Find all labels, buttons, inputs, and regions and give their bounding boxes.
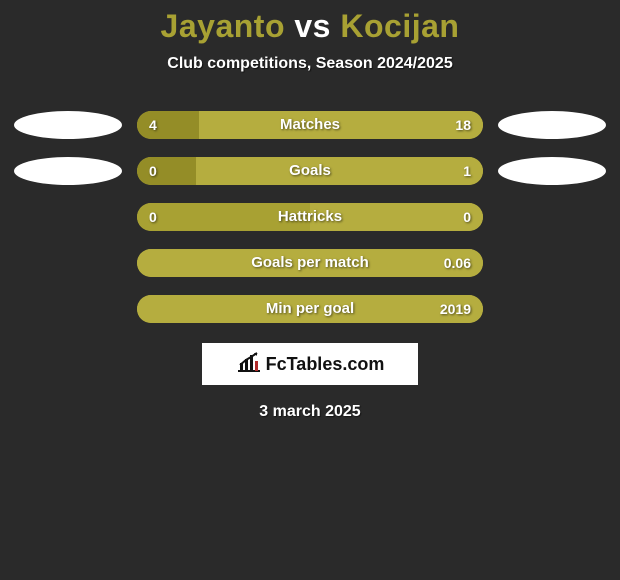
stat-label: Hattricks — [137, 203, 483, 231]
player1-badge — [14, 157, 122, 185]
stat-row: 01Goals — [10, 157, 610, 185]
subtitle: Club competitions, Season 2024/2025 — [0, 55, 620, 73]
stat-row: 0.06Goals per match — [10, 249, 610, 277]
player2-badge — [498, 111, 606, 139]
stat-row: 2019Min per goal — [10, 295, 610, 323]
title-player2: Kocijan — [340, 8, 459, 44]
page-title: Jayanto vs Kocijan — [0, 8, 620, 45]
stat-bar: 418Matches — [137, 111, 483, 139]
stats-list: 418Matches 01Goals 00Hattricks 0.06Goals pe… — [0, 111, 620, 323]
bar-chart-icon — [236, 351, 262, 378]
branding-badge[interactable]: FcTables.com — [202, 343, 418, 385]
date-label: 3 march 2025 — [0, 403, 620, 421]
stat-bar: 00Hattricks — [137, 203, 483, 231]
stat-bar: 2019Min per goal — [137, 295, 483, 323]
branding-text: FcTables.com — [266, 354, 385, 375]
stat-label: Matches — [137, 111, 483, 139]
stat-row: 418Matches — [10, 111, 610, 139]
title-player1: Jayanto — [161, 8, 285, 44]
stat-row: 00Hattricks — [10, 203, 610, 231]
title-vs: vs — [294, 8, 331, 44]
player2-badge — [498, 157, 606, 185]
stat-label: Min per goal — [137, 295, 483, 323]
stat-label: Goals per match — [137, 249, 483, 277]
stat-label: Goals — [137, 157, 483, 185]
stat-bar: 0.06Goals per match — [137, 249, 483, 277]
player1-badge — [14, 111, 122, 139]
stat-bar: 01Goals — [137, 157, 483, 185]
comparison-card: Jayanto vs Kocijan Club competitions, Se… — [0, 0, 620, 421]
